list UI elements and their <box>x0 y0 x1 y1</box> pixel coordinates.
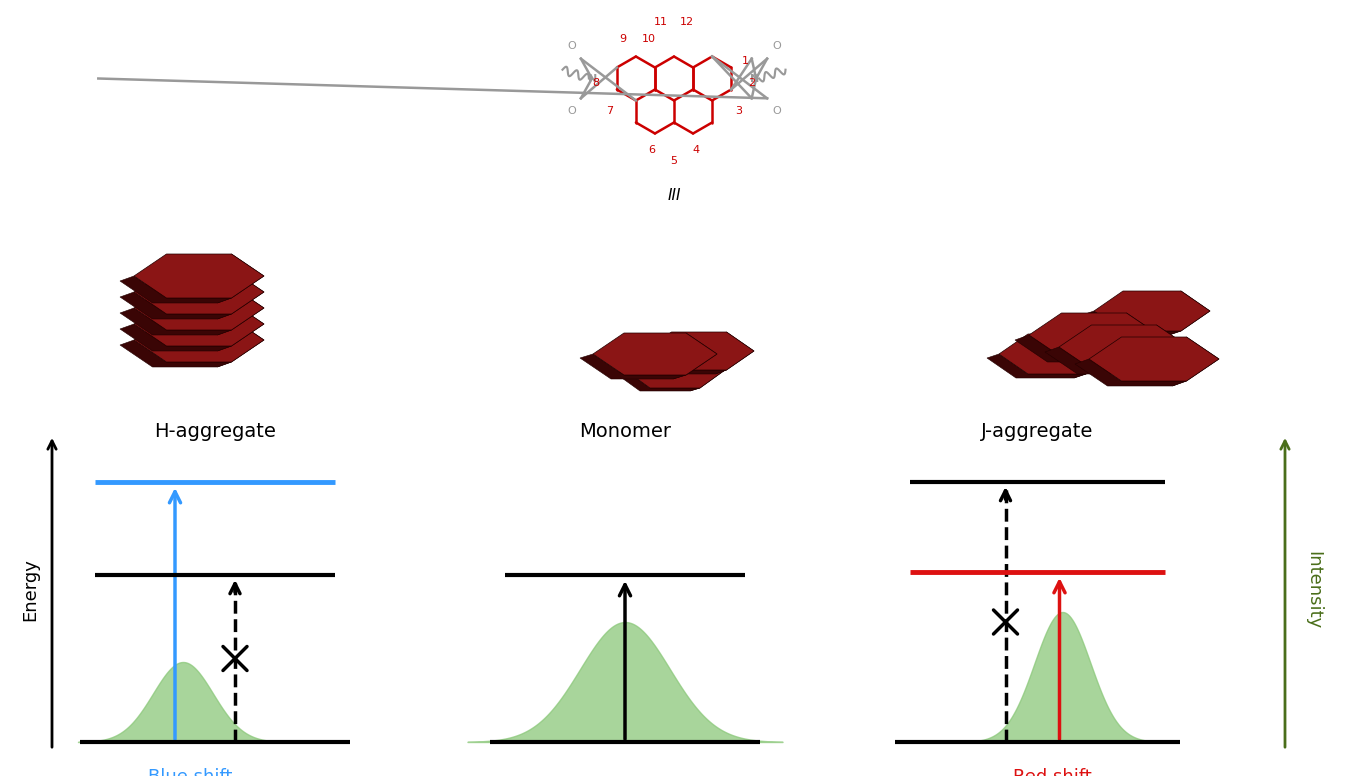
Polygon shape <box>133 318 264 362</box>
Polygon shape <box>133 302 264 346</box>
Polygon shape <box>593 333 717 375</box>
Polygon shape <box>1169 291 1210 335</box>
Text: 3: 3 <box>735 106 742 116</box>
Text: O: O <box>567 41 575 51</box>
Polygon shape <box>133 254 264 298</box>
Text: 9: 9 <box>620 34 626 44</box>
Polygon shape <box>1082 311 1181 335</box>
Polygon shape <box>1016 335 1126 362</box>
Text: Red shift: Red shift <box>1013 768 1092 776</box>
Text: 12: 12 <box>680 17 694 27</box>
Text: H-aggregate: H-aggregate <box>154 422 276 441</box>
Polygon shape <box>217 254 264 303</box>
Text: J-aggregate: J-aggregate <box>982 422 1094 441</box>
Polygon shape <box>1045 347 1157 374</box>
Text: O: O <box>567 106 575 116</box>
Polygon shape <box>217 318 264 367</box>
Text: 11: 11 <box>653 17 668 27</box>
Polygon shape <box>1059 325 1189 369</box>
Polygon shape <box>690 352 725 391</box>
Polygon shape <box>581 354 686 379</box>
Text: 8: 8 <box>593 78 599 88</box>
Polygon shape <box>987 354 1086 378</box>
Text: Intensity: Intensity <box>1304 551 1321 629</box>
Polygon shape <box>625 352 725 388</box>
Text: O: O <box>772 106 781 116</box>
Polygon shape <box>674 333 717 379</box>
Polygon shape <box>120 276 232 303</box>
Polygon shape <box>1029 313 1158 357</box>
Polygon shape <box>120 308 232 335</box>
Polygon shape <box>1094 291 1210 331</box>
Polygon shape <box>120 292 232 319</box>
Text: 5: 5 <box>671 156 678 166</box>
Polygon shape <box>1075 359 1187 386</box>
Polygon shape <box>715 332 754 374</box>
Text: 6: 6 <box>648 145 656 155</box>
Text: Monomer: Monomer <box>579 422 671 441</box>
Polygon shape <box>217 270 264 319</box>
Polygon shape <box>120 340 232 367</box>
Text: 2: 2 <box>748 78 756 88</box>
Polygon shape <box>999 334 1115 374</box>
Polygon shape <box>1142 325 1189 374</box>
Text: Blue shift: Blue shift <box>148 768 232 776</box>
Text: 4: 4 <box>692 145 699 155</box>
Text: 7: 7 <box>606 106 613 116</box>
Text: N: N <box>750 74 760 84</box>
Polygon shape <box>133 270 264 314</box>
Polygon shape <box>1172 337 1219 386</box>
Polygon shape <box>616 370 700 391</box>
Polygon shape <box>217 302 264 351</box>
Text: 10: 10 <box>643 34 656 44</box>
Text: Energy: Energy <box>22 559 39 622</box>
Text: O: O <box>772 41 781 51</box>
Text: N: N <box>589 74 598 84</box>
Polygon shape <box>120 324 232 351</box>
Polygon shape <box>644 332 754 370</box>
Polygon shape <box>217 286 264 335</box>
Polygon shape <box>633 351 726 374</box>
Polygon shape <box>1074 334 1115 378</box>
Polygon shape <box>1113 313 1158 362</box>
Polygon shape <box>133 286 264 330</box>
Polygon shape <box>1088 337 1219 381</box>
Text: 1: 1 <box>742 56 749 66</box>
Text: III: III <box>667 188 680 203</box>
